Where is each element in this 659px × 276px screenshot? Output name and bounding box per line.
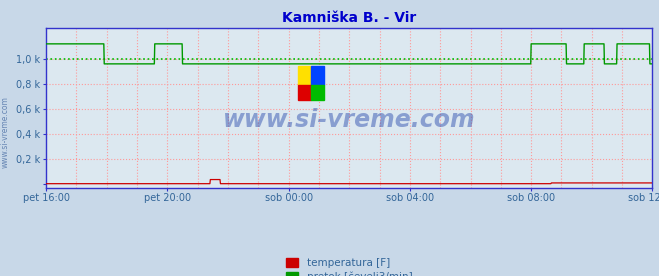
Bar: [298, 85, 311, 100]
Legend: temperatura [F], pretok [čevelj3/min]: temperatura [F], pretok [čevelj3/min]: [286, 258, 413, 276]
Bar: [311, 85, 324, 100]
Text: www.si-vreme.com: www.si-vreme.com: [1, 97, 10, 168]
Bar: [311, 66, 324, 85]
Bar: [298, 66, 311, 85]
Text: www.si-vreme.com: www.si-vreme.com: [223, 108, 476, 132]
Title: Kamniška B. - Vir: Kamniška B. - Vir: [282, 11, 416, 25]
